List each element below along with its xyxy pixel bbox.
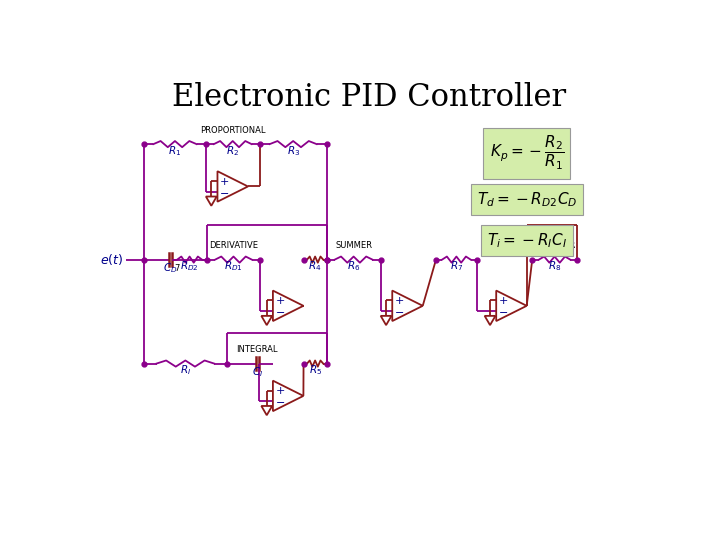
Text: DERIVATIVE: DERIVATIVE (209, 241, 258, 250)
Text: $C_I$: $C_I$ (252, 365, 263, 379)
Text: $R_5$: $R_5$ (309, 363, 322, 377)
Text: $-$: $-$ (275, 306, 285, 316)
Text: $+$: $+$ (498, 295, 508, 306)
Text: $+$: $+$ (275, 295, 285, 306)
Text: Electronic PID Controller: Electronic PID Controller (172, 82, 566, 113)
Text: $+$: $+$ (275, 385, 285, 396)
Text: $e(t)$: $e(t)$ (99, 252, 123, 267)
Text: $R_7$: $R_7$ (450, 260, 463, 273)
Text: $T_i = -R_I C_I$: $T_i = -R_I C_I$ (487, 231, 567, 249)
Text: $R_I$: $R_I$ (180, 363, 191, 377)
Text: $R_1$: $R_1$ (168, 144, 181, 158)
Text: $T_d = -R_{D2}C_D$: $T_d = -R_{D2}C_D$ (477, 190, 577, 209)
Text: $R_6$: $R_6$ (347, 260, 360, 273)
Text: INVERTER: INVERTER (534, 241, 575, 250)
Text: PROPORTIONAL: PROPORTIONAL (200, 126, 266, 135)
Text: INTEGRAL: INTEGRAL (237, 345, 278, 354)
Text: $R_{D2}$: $R_{D2}$ (180, 260, 199, 273)
Text: $R_3$: $R_3$ (287, 144, 300, 158)
Text: 7: 7 (174, 265, 180, 273)
Text: $R_{D1}$: $R_{D1}$ (224, 260, 243, 273)
Text: $-$: $-$ (220, 187, 230, 197)
Text: $+$: $+$ (394, 295, 404, 306)
Text: $-$: $-$ (394, 306, 404, 316)
Text: $-$: $-$ (498, 306, 508, 316)
Text: $R_8$: $R_8$ (548, 260, 561, 273)
Text: $-$: $-$ (275, 396, 285, 406)
Text: $C_D$: $C_D$ (163, 261, 178, 275)
Text: $+$: $+$ (220, 176, 230, 187)
Text: $K_p = -\dfrac{R_2}{R_1}$: $K_p = -\dfrac{R_2}{R_1}$ (490, 134, 564, 172)
Text: $R_4$: $R_4$ (308, 260, 322, 273)
Text: SUMMER: SUMMER (335, 241, 372, 250)
Text: $R_2$: $R_2$ (226, 144, 239, 158)
